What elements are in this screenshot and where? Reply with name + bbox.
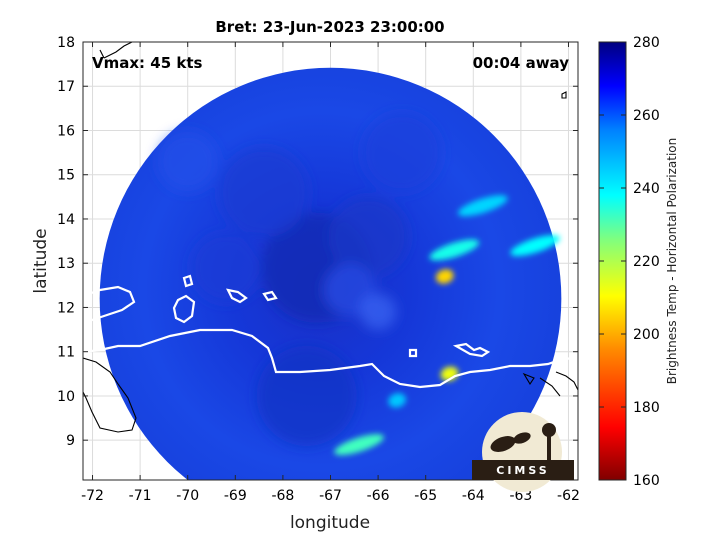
texture-blob: [323, 263, 376, 316]
colorbar-label: Brightness Temp - Horizontal Polarizatio…: [665, 138, 679, 385]
feature-warm-band: [457, 195, 508, 217]
feature-warm-spot: [388, 393, 406, 408]
y-tick-label: 12: [57, 300, 75, 316]
colorbar-tick-label: 200: [633, 327, 660, 343]
satellite-dish-icon: [490, 436, 516, 452]
y-tick-label: 16: [57, 123, 75, 139]
x-axis-label: longitude: [290, 513, 370, 533]
x-tick-label: -72: [81, 488, 104, 504]
y-tick-label: 18: [57, 35, 75, 51]
x-tick-label: -68: [271, 488, 294, 504]
x-tick-label: -64: [462, 488, 485, 504]
texture-blob: [190, 232, 261, 303]
time-offset-annotation: 00:04 away: [473, 54, 570, 72]
colorbar-tick-label: 240: [633, 181, 660, 197]
x-tick-label: -62: [557, 488, 580, 504]
colorbar-tick-label: 280: [633, 35, 660, 51]
colorbar-ticks: 160 180 200 220 240 260 280: [599, 35, 660, 489]
texture-blob: [157, 131, 218, 192]
texture-blob: [328, 196, 409, 277]
coastline: [83, 274, 578, 389]
x-tick-label: -66: [367, 488, 390, 504]
chart-title: Bret: 23-Jun-2023 23:00:00: [215, 18, 444, 36]
feature-warm-band: [429, 239, 480, 261]
y-tick-label: 9: [66, 433, 75, 449]
x-tick-label: -67: [319, 488, 342, 504]
logo-text: CIMSS: [496, 464, 549, 477]
vmax-annotation: Vmax: 45 kts: [92, 54, 202, 72]
x-tick-label: -71: [129, 488, 152, 504]
x-tick-label: -63: [509, 488, 532, 504]
feature-hot-spot: [435, 269, 454, 284]
y-tick-label: 10: [57, 389, 75, 405]
feature-warm-band: [510, 235, 560, 256]
x-axis-ticks: -72 -71 -70 -69 -68 -67 -66 -65 -64 -63 -62: [81, 42, 580, 504]
outside-coastline: [83, 42, 578, 433]
colorbar-tick-label: 220: [633, 254, 660, 270]
colorbar-tick-label: 180: [633, 400, 660, 416]
cimss-logo: CIMSS: [472, 412, 574, 492]
feature-warm-band: [334, 434, 384, 456]
y-tick-label: 17: [57, 79, 75, 95]
x-tick-label: -65: [414, 488, 437, 504]
y-tick-label: 13: [57, 256, 75, 272]
texture-blob: [361, 112, 442, 193]
y-axis-label: latitude: [31, 228, 51, 293]
x-tick-label: -70: [176, 488, 199, 504]
y-tick-label: 11: [57, 345, 75, 361]
water-tower-icon: [542, 423, 556, 437]
colorbar-tick-label: 160: [633, 473, 660, 489]
y-axis-ticks: 9 10 11 12 13 14 15 16 17 18: [57, 35, 578, 449]
x-tick-label: -69: [224, 488, 247, 504]
texture-blob: [218, 147, 309, 238]
texture-blob: [360, 293, 397, 330]
colorbar-tick-label: 260: [633, 108, 660, 124]
y-tick-label: 15: [57, 168, 75, 184]
y-tick-label: 14: [57, 212, 75, 228]
